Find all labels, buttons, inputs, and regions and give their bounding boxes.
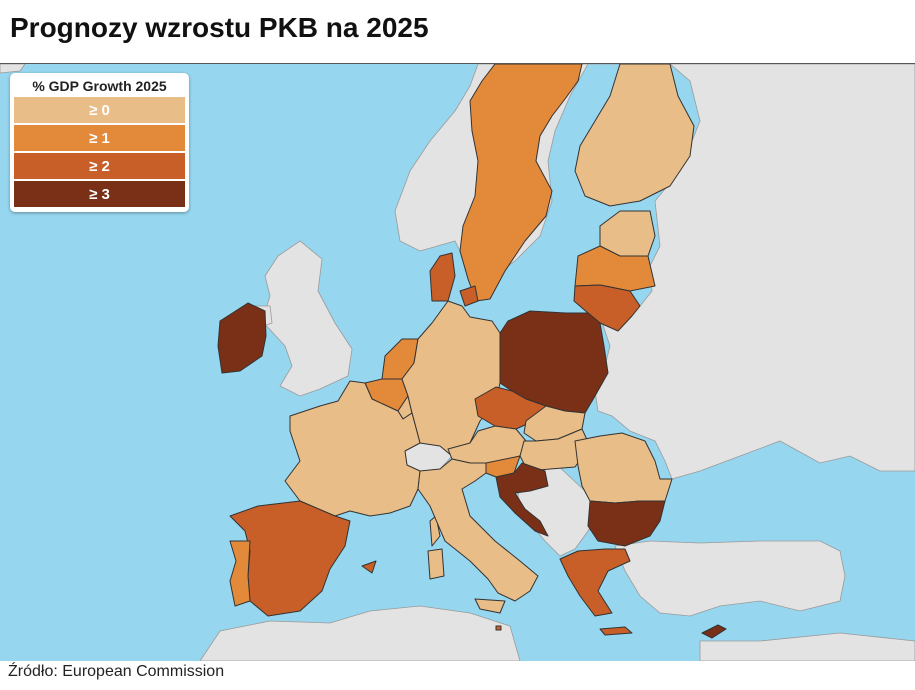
country-ireland bbox=[217, 302, 267, 374]
country-greece-crete bbox=[599, 626, 633, 636]
country-bulgaria bbox=[587, 500, 666, 547]
africa-east-land bbox=[699, 632, 915, 661]
country-spain-balearic bbox=[361, 560, 377, 574]
legend-item-3: ≥ 3 bbox=[14, 181, 185, 207]
country-finland bbox=[574, 64, 695, 207]
eu-countries bbox=[217, 64, 727, 639]
europe-map-svg bbox=[0, 64, 915, 661]
legend-item-1: ≥ 1 bbox=[14, 125, 185, 151]
country-sweden bbox=[459, 64, 583, 302]
country-cyprus bbox=[701, 624, 727, 639]
country-denmark-islands bbox=[459, 285, 479, 307]
iceland-land bbox=[0, 64, 26, 74]
country-romania bbox=[574, 432, 673, 504]
turkey-land bbox=[614, 540, 846, 617]
country-france bbox=[284, 380, 421, 517]
country-italy-sardinia bbox=[427, 548, 445, 580]
north-africa-land bbox=[199, 605, 521, 661]
legend: % GDP Growth 2025 ≥ 0 ≥ 1 ≥ 2 ≥ 3 bbox=[10, 73, 189, 212]
country-denmark bbox=[429, 252, 456, 302]
source-note: Źródło: European Commission bbox=[8, 663, 225, 680]
country-italy bbox=[417, 458, 539, 602]
russia-belarus-ukraine-land bbox=[585, 64, 915, 480]
legend-item-2: ≥ 2 bbox=[14, 153, 185, 179]
country-portugal bbox=[229, 540, 251, 607]
country-italy-sicily bbox=[474, 598, 506, 614]
country-greece bbox=[559, 548, 631, 617]
legend-item-0: ≥ 0 bbox=[14, 97, 185, 123]
legend-title: % GDP Growth 2025 bbox=[32, 78, 167, 94]
map-area bbox=[0, 63, 915, 661]
country-croatia bbox=[495, 462, 549, 537]
country-malta bbox=[495, 625, 502, 631]
country-germany bbox=[401, 300, 501, 457]
map-title: Prognozy wzrostu PKB na 2025 bbox=[10, 12, 429, 43]
country-lithuania bbox=[573, 284, 641, 332]
